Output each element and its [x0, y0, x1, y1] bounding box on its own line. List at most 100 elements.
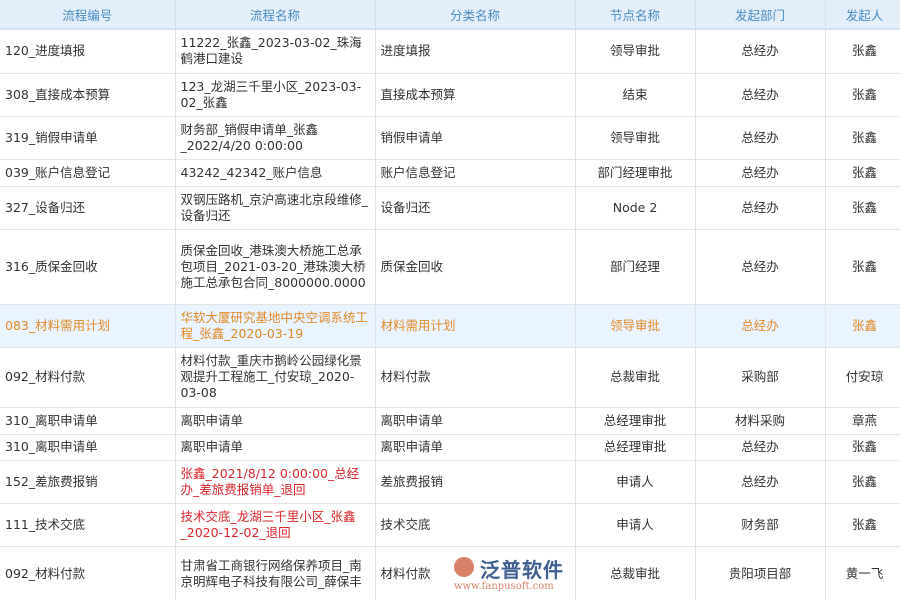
cell-id: 327_设备归还: [0, 186, 176, 230]
cell-node: 领导审批: [575, 29, 696, 74]
cell-id: 308_直接成本预算: [0, 73, 176, 117]
cell-node: 部门经理审批: [575, 159, 696, 187]
table-row[interactable]: 310_离职申请单 离职申请单 离职申请单 总经理审批 总经办 张鑫: [0, 434, 900, 461]
cell-category: 材料需用计划: [375, 304, 576, 348]
cell-user: 张鑫: [825, 304, 900, 348]
cell-dept: 总经办: [695, 159, 826, 187]
table-row[interactable]: 092_材料付款 甘肃省工商银行网络保养项目_南京明辉电子科技有限公司_薛保丰 材料…: [0, 546, 900, 600]
column-header[interactable]: 发起部门: [695, 0, 826, 30]
cell-user: 张鑫: [825, 229, 900, 305]
logo-url: www.fanpusoft.com: [454, 581, 554, 592]
cell-category: 材料付款: [375, 546, 576, 600]
cell-user: 张鑫: [825, 116, 900, 160]
cell-id: 319_销假申请单: [0, 116, 176, 160]
table-header: 流程编号 流程名称 分类名称 节点名称 发起部门 发起人: [0, 0, 900, 30]
cell-name: 财务部_销假申请单_张鑫_2022/4/20 0:00:00: [175, 116, 376, 160]
table-row[interactable]: 310_离职申请单 离职申请单 离职申请单 总经理审批 材料采购 章燕: [0, 407, 900, 435]
cell-dept: 财务部: [695, 503, 826, 547]
cell-dept: 总经办: [695, 460, 826, 504]
table-row[interactable]: 120_进度填报 11222_张鑫_2023-03-02_珠海鹤港口建设 进度填报领…: [0, 29, 900, 74]
table-row[interactable]: 327_设备归还 双钢压路机_京沪高速北京段维修_设备归还 设备归还 Node 2 总经…: [0, 186, 900, 230]
cell-category: 销假申请单: [375, 116, 576, 160]
cell-name: 离职申请单: [175, 434, 376, 461]
cell-dept: 总经办: [695, 73, 826, 117]
table-row[interactable]: 083_材料需用计划 华软大厦研究基地中央空调系统工程_张鑫_2020-03-19…: [0, 304, 900, 348]
cell-node: 申请人: [575, 460, 696, 504]
cell-name: 技术交底_龙湖三千里小区_张鑫_2020-12-02_退回: [175, 503, 376, 547]
cell-name: 11222_张鑫_2023-03-02_珠海鹤港口建设: [175, 29, 376, 74]
cell-name: 质保金回收_港珠澳大桥施工总承包项目_2021-03-20_港珠澳大桥施工总承包…: [175, 229, 376, 305]
cell-dept: 总经办: [695, 304, 826, 348]
cell-dept: 采购部: [695, 347, 826, 408]
cell-dept: 总经办: [695, 116, 826, 160]
column-header[interactable]: 发起人: [825, 0, 900, 30]
table-row[interactable]: 308_直接成本预算 123_龙湖三千里小区_2023-03-02_张鑫 直接成本预…: [0, 73, 900, 117]
cell-node: Node 2: [575, 186, 696, 230]
cell-dept: 总经办: [695, 229, 826, 305]
cell-category: 质保金回收: [375, 229, 576, 305]
table-row[interactable]: 152_差旅费报销 张鑫_2021/8/12 0:00:00_总经办_差旅费报销单…: [0, 460, 900, 504]
cell-dept: 总经办: [695, 434, 826, 461]
cell-name: 双钢压路机_京沪高速北京段维修_设备归还: [175, 186, 376, 230]
cell-user: 付安琼: [825, 347, 900, 408]
column-header[interactable]: 节点名称: [575, 0, 696, 30]
cell-node: 领导审批: [575, 116, 696, 160]
table-row[interactable]: 316_质保金回收 质保金回收_港珠澳大桥施工总承包项目_2021-03-20_港…: [0, 229, 900, 305]
cell-name: 材料付款_重庆市鹅岭公园绿化景观提升工程施工_付安琼_2020-03-08: [175, 347, 376, 408]
logo-brand: 泛普软件: [480, 558, 564, 582]
cell-user: 张鑫: [825, 460, 900, 504]
cell-user: 张鑫: [825, 186, 900, 230]
cell-dept: 总经办: [695, 29, 826, 74]
cell-user: 章燕: [825, 407, 900, 435]
cell-id: 092_材料付款: [0, 347, 176, 408]
cell-dept: 总经办: [695, 186, 826, 230]
table-row[interactable]: 111_技术交底 技术交底_龙湖三千里小区_张鑫_2020-12-02_退回 技术交…: [0, 503, 900, 547]
table-row[interactable]: 092_材料付款 材料付款_重庆市鹅岭公园绿化景观提升工程施工_付安琼_2020-…: [0, 347, 900, 408]
cell-id: 039_账户信息登记: [0, 159, 176, 187]
cell-id: 310_离职申请单: [0, 407, 176, 435]
cell-node: 总裁审批: [575, 347, 696, 408]
cell-user: 黄一飞: [825, 546, 900, 600]
column-header[interactable]: 流程名称: [175, 0, 376, 30]
cell-name: 张鑫_2021/8/12 0:00:00_总经办_差旅费报销单_退回: [175, 460, 376, 504]
cell-dept: 贵阳项目部: [695, 546, 826, 600]
cell-category: 差旅费报销: [375, 460, 576, 504]
cell-user: 张鑫: [825, 434, 900, 461]
cell-node: 总裁审批: [575, 546, 696, 600]
table-row[interactable]: 039_账户信息登记 43242_42342_账户信息 账户信息登记 部门经理审批 总经…: [0, 159, 900, 187]
cell-category: 进度填报: [375, 29, 576, 74]
cell-node: 部门经理: [575, 229, 696, 305]
column-header[interactable]: 分类名称: [375, 0, 576, 30]
cell-name: 离职申请单: [175, 407, 376, 435]
cell-node: 领导审批: [575, 304, 696, 348]
watermark-logo: 泛普软件 www.fanpusoft.com: [452, 552, 574, 598]
cell-id: 083_材料需用计划: [0, 304, 176, 348]
cell-user: 张鑫: [825, 159, 900, 187]
cell-user: 张鑫: [825, 29, 900, 74]
cell-node: 申请人: [575, 503, 696, 547]
cell-user: 张鑫: [825, 503, 900, 547]
cell-name: 华软大厦研究基地中央空调系统工程_张鑫_2020-03-19: [175, 304, 376, 348]
cell-category: 账户信息登记: [375, 159, 576, 187]
cell-name: 43242_42342_账户信息: [175, 159, 376, 187]
cell-id: 092_材料付款: [0, 546, 176, 600]
cell-category: 设备归还: [375, 186, 576, 230]
cell-category: 离职申请单: [375, 434, 576, 461]
cell-node: 总经理审批: [575, 407, 696, 435]
table-row[interactable]: 319_销假申请单 财务部_销假申请单_张鑫_2022/4/20 0:00:00 销…: [0, 116, 900, 160]
cell-id: 120_进度填报: [0, 29, 176, 74]
cell-id: 111_技术交底: [0, 503, 176, 547]
cell-id: 152_差旅费报销: [0, 460, 176, 504]
cell-name: 甘肃省工商银行网络保养项目_南京明辉电子科技有限公司_薛保丰: [175, 546, 376, 600]
cell-category: 直接成本预算: [375, 73, 576, 117]
cell-category: 技术交底: [375, 503, 576, 547]
cell-node: 结束: [575, 73, 696, 117]
cell-name: 123_龙湖三千里小区_2023-03-02_张鑫: [175, 73, 376, 117]
logo-icon: [454, 557, 474, 577]
cell-dept: 材料采购: [695, 407, 826, 435]
cell-id: 316_质保金回收: [0, 229, 176, 305]
cell-id: 310_离职申请单: [0, 434, 176, 461]
cell-category: 材料付款: [375, 347, 576, 408]
column-header[interactable]: 流程编号: [0, 0, 176, 30]
